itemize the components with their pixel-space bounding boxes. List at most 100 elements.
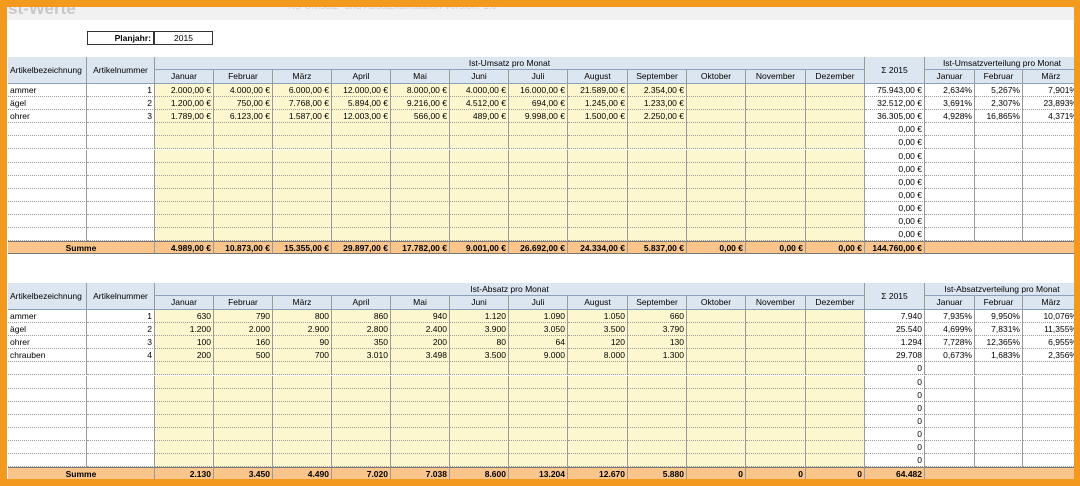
table-cell bbox=[628, 162, 687, 176]
month-header: Dezember bbox=[806, 70, 865, 84]
table-cell bbox=[1023, 362, 1080, 376]
table-cell bbox=[450, 149, 509, 163]
table-cell bbox=[806, 188, 865, 202]
table-cell: 1 bbox=[87, 310, 155, 324]
table-cell bbox=[806, 84, 865, 98]
table-cell bbox=[332, 215, 391, 229]
table-cell bbox=[687, 84, 746, 98]
table-cell: 3.050 bbox=[509, 323, 568, 337]
table-cell bbox=[568, 162, 628, 176]
table-cell bbox=[746, 162, 806, 176]
table-cell: 1.294 bbox=[865, 336, 925, 350]
table-cell bbox=[687, 123, 746, 137]
table-cell bbox=[687, 215, 746, 229]
table-cell bbox=[975, 149, 1023, 163]
table-cell bbox=[628, 362, 687, 376]
table-cell: 860 bbox=[332, 310, 391, 324]
table-cell bbox=[273, 362, 332, 376]
table-cell bbox=[746, 336, 806, 350]
month-header: März bbox=[273, 70, 332, 84]
group-header: Ist-Absatz pro Monat bbox=[155, 283, 865, 296]
table-cell bbox=[568, 427, 628, 441]
table-cell: 7,901% bbox=[1023, 84, 1080, 98]
table-cell bbox=[332, 188, 391, 202]
table-cell bbox=[332, 427, 391, 441]
table-cell bbox=[568, 388, 628, 402]
table-cell bbox=[8, 215, 87, 229]
table-cell bbox=[87, 136, 155, 150]
table-cell: 12,365% bbox=[975, 336, 1023, 350]
table-cell bbox=[1023, 149, 1080, 163]
table-cell bbox=[214, 228, 273, 242]
table-cell bbox=[509, 414, 568, 428]
table-cell bbox=[450, 162, 509, 176]
table-cell bbox=[332, 375, 391, 389]
table-cell bbox=[273, 188, 332, 202]
table-cell: 1.233,00 € bbox=[628, 97, 687, 111]
table-cell bbox=[975, 162, 1023, 176]
table-cell bbox=[450, 401, 509, 415]
table-cell bbox=[568, 188, 628, 202]
month-header: November bbox=[746, 70, 806, 84]
table-cell: 2.000 bbox=[214, 323, 273, 337]
table-cell: 200 bbox=[155, 349, 214, 363]
table-cell bbox=[8, 136, 87, 150]
table-cell: 3.900 bbox=[450, 323, 509, 337]
table-cell bbox=[155, 136, 214, 150]
table-cell bbox=[155, 427, 214, 441]
table-cell bbox=[746, 388, 806, 402]
table-cell bbox=[1023, 162, 1080, 176]
table-cell bbox=[628, 454, 687, 468]
total-label: Summe bbox=[8, 241, 155, 255]
table-cell: 2,356% bbox=[1023, 349, 1080, 363]
table-cell bbox=[8, 188, 87, 202]
table-cell bbox=[214, 175, 273, 189]
total-cell: 10.873,00 € bbox=[214, 241, 273, 255]
table-cell bbox=[925, 201, 975, 215]
table-cell bbox=[1023, 454, 1080, 468]
table-cell bbox=[332, 123, 391, 137]
table-cell bbox=[568, 362, 628, 376]
table-cell: 7.940 bbox=[865, 310, 925, 324]
month-header: März bbox=[1023, 296, 1080, 310]
table-cell bbox=[687, 388, 746, 402]
table-cell bbox=[806, 110, 865, 124]
table-cell bbox=[332, 454, 391, 468]
table-cell: 120 bbox=[568, 336, 628, 350]
table-cell bbox=[8, 228, 87, 242]
month-header: Juni bbox=[450, 296, 509, 310]
group-header: Ist-Absatzverteilung pro Monat bbox=[925, 283, 1080, 296]
table-cell bbox=[155, 201, 214, 215]
table-cell bbox=[806, 375, 865, 389]
table-cell: 7,935% bbox=[925, 310, 975, 324]
table-cell bbox=[450, 388, 509, 402]
table-cell bbox=[87, 215, 155, 229]
table-cell: 1.587,00 € bbox=[273, 110, 332, 124]
table-cell bbox=[687, 97, 746, 111]
month-header: Oktober bbox=[687, 296, 746, 310]
table-cell bbox=[87, 201, 155, 215]
table-cell bbox=[273, 201, 332, 215]
table-cell bbox=[155, 388, 214, 402]
table-cell bbox=[273, 441, 332, 455]
table-cell bbox=[214, 414, 273, 428]
table-cell bbox=[925, 136, 975, 150]
table-cell bbox=[332, 441, 391, 455]
table-cell bbox=[332, 362, 391, 376]
total-cell: 12.670 bbox=[568, 467, 628, 481]
table-cell bbox=[450, 123, 509, 137]
month-header: Februar bbox=[214, 70, 273, 84]
table-cell bbox=[509, 362, 568, 376]
table-cell bbox=[87, 414, 155, 428]
column-header: Artikelnummer bbox=[87, 283, 155, 310]
table-cell bbox=[568, 401, 628, 415]
table-cell: 2.000,00 € bbox=[155, 84, 214, 98]
table-cell bbox=[806, 414, 865, 428]
table-cell bbox=[509, 136, 568, 150]
table-cell bbox=[746, 401, 806, 415]
total-cell: 0,00 € bbox=[687, 241, 746, 255]
table-cell bbox=[391, 149, 450, 163]
table-cell bbox=[391, 123, 450, 137]
table-cell bbox=[806, 441, 865, 455]
month-header: August bbox=[568, 296, 628, 310]
